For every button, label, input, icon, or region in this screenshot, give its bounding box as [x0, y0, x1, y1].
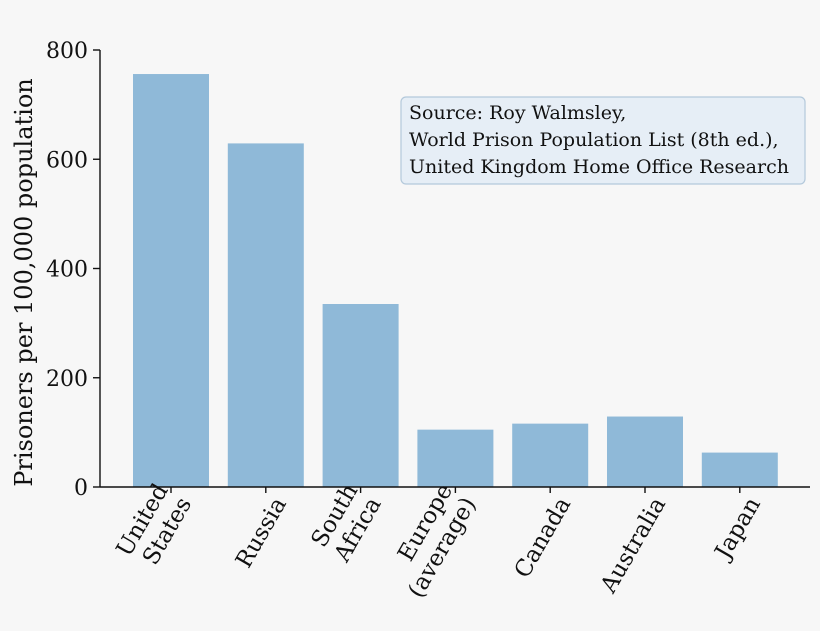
x-tick-label: Canada	[510, 493, 577, 583]
x-tick-label: Japan	[709, 493, 766, 565]
y-tick-label: 600	[46, 148, 88, 173]
x-tick-label-line: Japan	[709, 493, 766, 565]
annotation-line: Source: Roy Walmsley,	[409, 102, 626, 124]
x-tick-label-line: Canada	[510, 493, 577, 583]
x-tick-label: Australia	[595, 493, 671, 599]
x-tick-label: Russia	[231, 493, 292, 573]
annotation-box	[400, 96, 806, 185]
bar-1	[227, 143, 304, 487]
annotation-line: World Prison Population List (8th ed.),	[409, 129, 779, 151]
x-tick-label: Europe(average)	[380, 480, 482, 603]
bar-5	[607, 416, 683, 487]
source-annotation: Source: Roy Walmsley, World Prison Popula…	[400, 96, 806, 185]
y-tick-label: 200	[46, 367, 88, 392]
x-tick-label: SouthAfrica	[305, 479, 386, 567]
bar-4	[512, 423, 589, 487]
x-tick-label-line: Australia	[595, 493, 671, 599]
bar-6	[701, 452, 778, 487]
bar-3	[417, 429, 494, 487]
y-tick-label: 800	[46, 39, 88, 64]
x-tick-label: UnitedStates	[112, 479, 198, 574]
bar-0	[133, 74, 209, 487]
y-tick-label: 400	[46, 258, 88, 283]
bar-2	[322, 304, 399, 487]
y-axis-title: Prisoners per 100,000 population	[10, 78, 38, 487]
annotation-line: United Kingdom Home Office Research	[409, 156, 789, 178]
axes-group	[93, 49, 810, 493]
bars-group	[133, 74, 778, 487]
y-tick-label: 0	[74, 476, 88, 501]
x-tick-label-line: Russia	[231, 493, 292, 573]
